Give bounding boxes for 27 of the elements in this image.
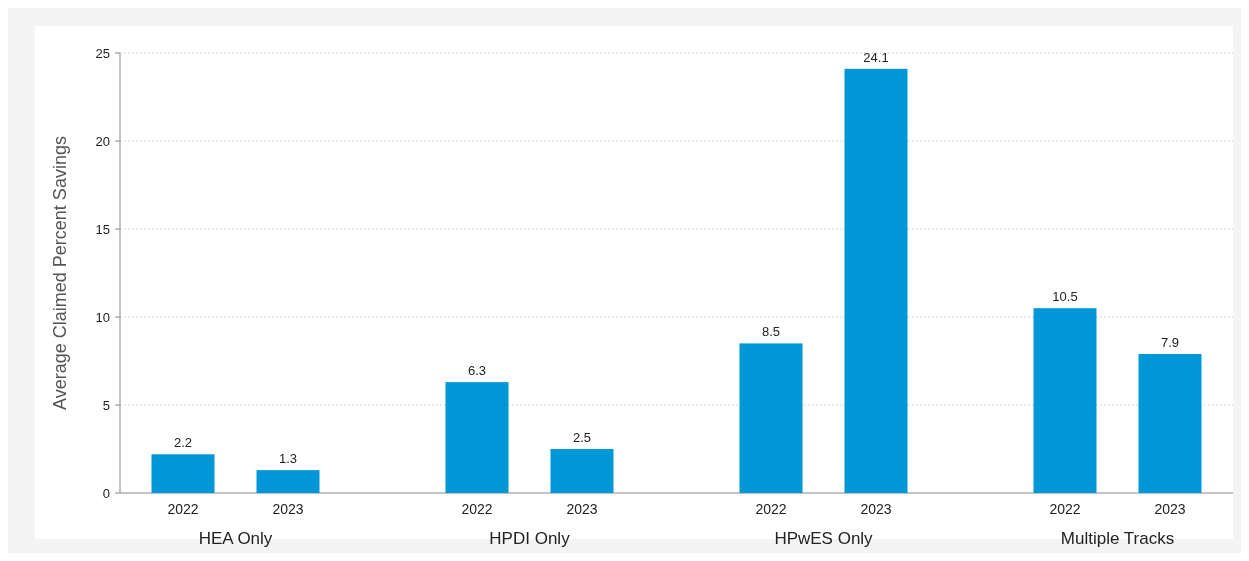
x-tick-label: 2022: [755, 501, 787, 517]
y-tick-label: 25: [95, 45, 110, 61]
data-label: 24.1: [863, 49, 889, 65]
data-label: 8.5: [761, 324, 781, 340]
data-label: 2.5: [572, 430, 592, 445]
y-tick-label: 0: [102, 485, 110, 501]
y-tick-label: 5: [102, 397, 110, 413]
x-tick-label: 2023: [566, 501, 598, 517]
data-label: 2.2: [173, 435, 193, 451]
y-tick-label: 20: [95, 133, 110, 149]
y-tick-label: 15: [95, 221, 110, 237]
text: HPwES Only: [774, 529, 874, 548]
x-tick-label: 2022: [167, 501, 199, 517]
x-tick-label: 2022: [1049, 501, 1081, 517]
y-tick-label: 10: [95, 309, 110, 325]
y-axis-title: Average Claimed Percent Savings: [50, 136, 70, 410]
x-tick-label: 2022: [461, 501, 493, 517]
x-tick-label: 2023: [1154, 501, 1186, 517]
data-label: 6.3: [467, 363, 487, 379]
data-label: 7.9: [1160, 334, 1180, 350]
x-tick-label: 2023: [272, 501, 304, 517]
text: HEA Only: [198, 529, 273, 548]
data-label: 10.5: [1052, 289, 1078, 305]
x-tick-label: 2023: [860, 501, 892, 517]
data-label: 1.3: [278, 451, 298, 467]
text: Multiple Tracks: [1060, 529, 1175, 548]
text: HPDI Only: [489, 529, 571, 548]
